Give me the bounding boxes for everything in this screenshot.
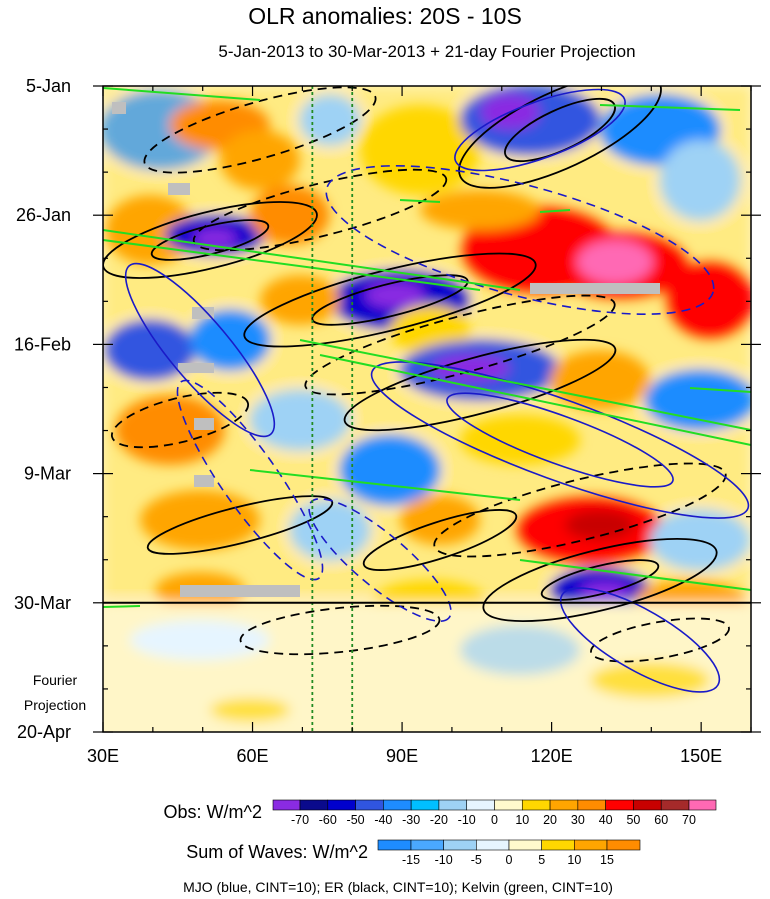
colorbar-tick-label: -5 (471, 853, 482, 867)
obs-field (103, 86, 751, 732)
colorbar-swatch (272, 799, 301, 811)
x-tick-label: 30E (87, 746, 119, 766)
colorbar-swatch (494, 799, 523, 811)
colorbar-swatch (410, 839, 444, 851)
colorbar-swatch (508, 839, 542, 851)
y-tick-label: 20-Apr (17, 722, 71, 742)
colorbar-tick-label: 15 (600, 853, 614, 867)
plot-frame (102, 85, 752, 733)
y-axis: 5-Jan 26-Jan 16-Feb 9-Mar 30-Mar 20-Apr (14, 76, 761, 742)
colorbar-tick-label: -10 (435, 853, 453, 867)
colorbar-swatch (549, 799, 579, 811)
colorbar-swatch (443, 839, 477, 851)
colorbar-tick-label: 60 (654, 813, 668, 827)
missing-data-patches (112, 102, 660, 597)
obs-colorbar-label: Obs: W/m^2 (164, 802, 262, 822)
colorbar-swatch (541, 839, 575, 851)
y-tick-label: 30-Mar (14, 593, 71, 613)
waves-colorbar: -15 -10 -5 0 5 10 15 (377, 839, 641, 867)
colorbar-tick-label: 30 (571, 813, 585, 827)
colorbar-swatch (633, 799, 662, 811)
colorbar-tick-label: 20 (543, 813, 557, 827)
chart-title: OLR anomalies: 20S - 10S (248, 3, 522, 29)
colorbar-tick-label: 10 (567, 853, 581, 867)
colorbar-swatch (383, 799, 412, 811)
colorbar-swatch (466, 799, 495, 811)
obs-colorbar: -70 -60 -50 -40 -30 -20 -10 0 10 20 30 40 50 60 70 (272, 799, 717, 827)
colorbar-tick-label: -20 (430, 813, 448, 827)
colorbar-swatch (410, 799, 440, 811)
colorbar-swatch (521, 799, 551, 811)
colorbar-swatch (377, 839, 412, 851)
colorbar-tick-label: 70 (682, 813, 696, 827)
colorbar-tick-label: -70 (291, 813, 309, 827)
x-tick-label: 90E (386, 746, 418, 766)
y-tick-label: 16-Feb (14, 334, 71, 354)
colorbar-tick-label: -15 (402, 853, 420, 867)
colorbar-tick-label: 40 (599, 813, 613, 827)
projection-label-line2: Projection (24, 697, 86, 713)
colorbar-swatch (438, 799, 468, 811)
mjo-contours (124, 88, 750, 693)
projection-label-line1: Fourier (33, 672, 78, 688)
colorbar-swatch (299, 799, 329, 811)
er-negative-contours (110, 86, 730, 663)
colorbar-tick-label: 0 (491, 813, 498, 827)
colorbar-swatch (327, 799, 356, 811)
colorbar-tick-label: -60 (319, 813, 337, 827)
x-tick-label: 60E (237, 746, 269, 766)
colorbar-swatch (605, 799, 634, 811)
colorbar-swatch (688, 799, 717, 811)
colorbar-tick-label: 0 (506, 853, 513, 867)
chart-subtitle: 5-Jan-2013 to 30-Mar-2013 + 21-day Fouri… (218, 42, 635, 61)
waves-colorbar-label: Sum of Waves: W/m^2 (186, 842, 368, 862)
colorbar-swatch (574, 839, 608, 851)
colorbar-tick-label: -10 (458, 813, 476, 827)
colorbar-tick-label: 5 (538, 853, 545, 867)
colorbar-tick-label: -40 (374, 813, 392, 827)
x-tick-label: 120E (531, 746, 573, 766)
wave-legend-caption: MJO (blue, CINT=10); ER (black, CINT=10)… (183, 879, 613, 895)
y-tick-label: 26-Jan (16, 205, 71, 225)
colorbar-swatch (355, 799, 384, 811)
colorbar-swatch (606, 839, 641, 851)
colorbar-tick-label: -30 (402, 813, 420, 827)
x-tick-label: 150E (680, 746, 722, 766)
colorbar-tick-label: 10 (515, 813, 529, 827)
colorbar-tick-label: -50 (347, 813, 365, 827)
colorbar-tick-label: 50 (626, 813, 640, 827)
plot-area (103, 86, 751, 732)
colorbar-swatch (577, 799, 606, 811)
colorbar-swatch (660, 799, 690, 811)
x-axis: 30E 60E 90E 120E 150E (87, 86, 752, 766)
y-tick-label: 9-Mar (24, 464, 71, 484)
colorbar-swatch (476, 839, 510, 851)
y-tick-label: 5-Jan (26, 76, 71, 96)
